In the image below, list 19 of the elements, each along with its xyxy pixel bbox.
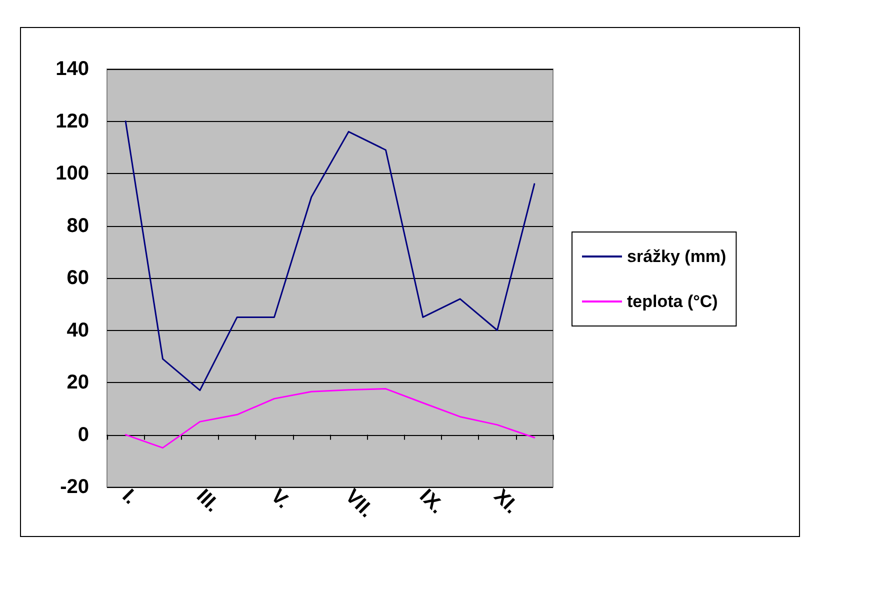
- y-tick-label: 100: [56, 162, 89, 184]
- legend-label: teplota (°C): [627, 292, 718, 311]
- y-tick-label: -20: [60, 476, 89, 498]
- y-tick-label: 20: [66, 372, 89, 394]
- x-tick-label: VII.: [340, 485, 378, 522]
- x-tick-label: IX.: [415, 485, 448, 518]
- y-tick-label: 0: [78, 424, 89, 446]
- x-tick-label: XI.: [489, 485, 522, 518]
- legend-label: srážky (mm): [627, 247, 726, 266]
- y-tick-label: 40: [66, 319, 89, 342]
- y-tick-label: 80: [66, 214, 89, 237]
- line-series: [124, 120, 536, 392]
- x-tick-label: V.: [266, 485, 294, 513]
- y-tick-label: 120: [56, 110, 89, 132]
- y-tick-label: 60: [66, 267, 89, 289]
- y-tick-label: 140: [56, 58, 89, 80]
- x-tick-label: I.: [118, 485, 142, 509]
- x-tick-label: III.: [192, 485, 224, 516]
- line-series: [124, 388, 536, 449]
